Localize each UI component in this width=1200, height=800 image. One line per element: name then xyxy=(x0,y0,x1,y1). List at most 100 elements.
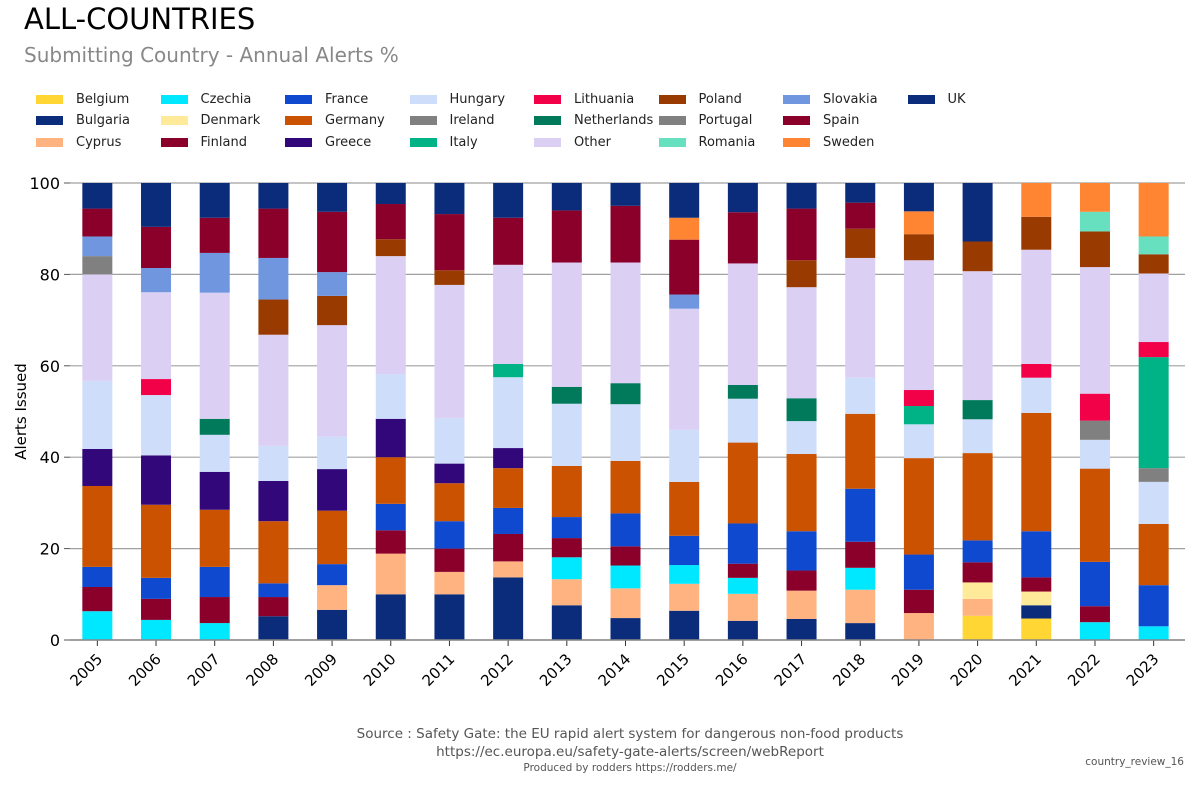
bar-segment-cyprus-2017 xyxy=(786,590,817,619)
bar-segment-france-2020 xyxy=(962,540,993,563)
bar-segment-czechia-2014 xyxy=(610,565,641,589)
bar-segment-italy-2019 xyxy=(903,406,934,425)
legend-item-lithuania: Lithuania xyxy=(534,90,634,108)
y-tick-label: 80 xyxy=(40,265,60,284)
bar-segment-france-2016 xyxy=(727,523,758,564)
legend-item-france: France xyxy=(285,90,368,108)
bar-segment-hungary-2006 xyxy=(141,395,172,456)
bar-segment-france-2011 xyxy=(434,521,465,549)
legend-label: Finland xyxy=(200,134,247,150)
bar-segment-slovakia-2005 xyxy=(82,236,113,257)
legend-label: Slovakia xyxy=(823,91,878,107)
legend-swatch xyxy=(658,137,686,147)
bar-segment-czechia-2007 xyxy=(199,623,230,640)
bar-segment-uk-2014 xyxy=(610,183,641,206)
bar-segment-other-2013 xyxy=(551,262,582,387)
bar-segment-portugal-2005 xyxy=(82,256,113,275)
bar-segment-hungary-2008 xyxy=(258,445,289,481)
x-tick-label: 2015 xyxy=(653,650,693,690)
bar-segment-greece-2012 xyxy=(493,448,524,469)
legend-item-finland: Finland xyxy=(160,133,247,151)
x-tick-label: 2018 xyxy=(829,650,869,690)
bar-segment-uk-2009 xyxy=(317,183,348,212)
legend-item-uk: UK xyxy=(907,90,966,108)
bar-segment-hungary-2016 xyxy=(727,398,758,443)
bar-segment-uk-2018 xyxy=(845,183,876,203)
bar-segment-other-2006 xyxy=(141,292,172,380)
bar-segment-france-2005 xyxy=(82,566,113,587)
bar-segment-czechia-2015 xyxy=(669,565,700,584)
bar-segment-hungary-2015 xyxy=(669,429,700,482)
legend-label: Cyprus xyxy=(76,134,122,150)
bar-segment-france-2018 xyxy=(845,488,876,542)
bar-segment-germany-2022 xyxy=(1079,468,1110,562)
bar-segment-bulgaria-2010 xyxy=(375,594,406,640)
chart-reference: country_review_16 xyxy=(1085,756,1184,768)
bar-segment-france-2021 xyxy=(1021,531,1052,578)
bar-segment-finland-2011 xyxy=(434,548,465,572)
bar-segment-poland-2023 xyxy=(1138,254,1169,274)
bar-segment-netherlands-2020 xyxy=(962,400,993,420)
legend-label: Spain xyxy=(823,113,860,128)
legend-label: Sweden xyxy=(823,134,875,150)
bar-segment-germany-2011 xyxy=(434,483,465,522)
legend-label: Ireland xyxy=(449,113,495,128)
y-tick-label: 100 xyxy=(29,174,60,193)
legend-swatch xyxy=(907,94,935,104)
bar-segment-greece-2008 xyxy=(258,480,289,522)
legend-swatch xyxy=(534,94,561,104)
bar-segment-hungary-2021 xyxy=(1021,377,1052,413)
bar-segment-lithuania-2021 xyxy=(1021,363,1052,378)
legend-label: UK xyxy=(947,91,966,107)
legend-swatch xyxy=(160,94,188,104)
bar-segment-netherlands-2016 xyxy=(727,384,758,399)
chart-title: ALL-COUNTRIES xyxy=(24,2,256,36)
bar-segment-belgium-2020 xyxy=(962,615,993,640)
bar-segment-cyprus-2012 xyxy=(493,561,524,578)
bar-segment-bulgaria-2011 xyxy=(434,594,465,640)
bar-segment-bulgaria-2017 xyxy=(786,618,817,640)
bar-segment-finland-2006 xyxy=(141,598,172,620)
bar-segment-uk-2016 xyxy=(727,183,758,213)
bar-segment-france-2014 xyxy=(610,513,641,547)
bar-segment-cyprus-2016 xyxy=(727,593,758,621)
bar-segment-hungary-2012 xyxy=(493,377,524,449)
bar-segment-spain-2011 xyxy=(434,214,465,271)
legend-item-bulgaria: Bulgaria xyxy=(36,112,130,130)
bar-segment-hungary-2014 xyxy=(610,404,641,461)
bar-segment-other-2018 xyxy=(845,257,876,378)
bar-segment-finland-2010 xyxy=(375,530,406,554)
legend-label: Other xyxy=(574,134,611,150)
bar-segment-bulgaria-2008 xyxy=(258,616,289,640)
bar-segment-finland-2016 xyxy=(727,563,758,578)
x-tick-label: 2012 xyxy=(477,650,517,690)
bar-segment-cyprus-2014 xyxy=(610,588,641,619)
x-tick-label: 2016 xyxy=(712,650,752,690)
bar-segment-other-2021 xyxy=(1021,249,1052,364)
legend-item-ireland: Ireland xyxy=(409,112,495,130)
bar-segment-slovakia-2009 xyxy=(317,272,348,296)
bar-segment-uk-2011 xyxy=(434,183,465,215)
bar-segment-germany-2018 xyxy=(845,413,876,489)
bar-segment-denmark-2021 xyxy=(1021,591,1052,606)
bar-segment-other-2015 xyxy=(669,308,700,430)
bar-segment-spain-2017 xyxy=(786,208,817,261)
legend-item-romania: Romania xyxy=(658,133,755,151)
bar-segment-france-2007 xyxy=(199,566,230,598)
bar-segment-ireland-2022 xyxy=(1079,420,1110,440)
bar-segment-france-2015 xyxy=(669,535,700,566)
bar-segment-bulgaria-2015 xyxy=(669,610,700,640)
bar-segment-france-2008 xyxy=(258,583,289,598)
legend-swatch xyxy=(409,116,437,125)
bar-segment-germany-2012 xyxy=(493,468,524,508)
bar-segment-spain-2007 xyxy=(199,217,230,253)
bar-segment-czechia-2022 xyxy=(1079,622,1110,640)
bar-segment-denmark-2020 xyxy=(962,582,993,599)
y-tick-label: 60 xyxy=(40,357,60,376)
bar-segment-czechia-2016 xyxy=(727,577,758,594)
bar-segment-poland-2017 xyxy=(786,260,817,288)
x-tick-label: 2019 xyxy=(888,650,928,690)
bar-segment-bulgaria-2018 xyxy=(845,623,876,640)
bar-segment-finland-2013 xyxy=(551,538,582,558)
bar-segment-germany-2015 xyxy=(669,481,700,536)
